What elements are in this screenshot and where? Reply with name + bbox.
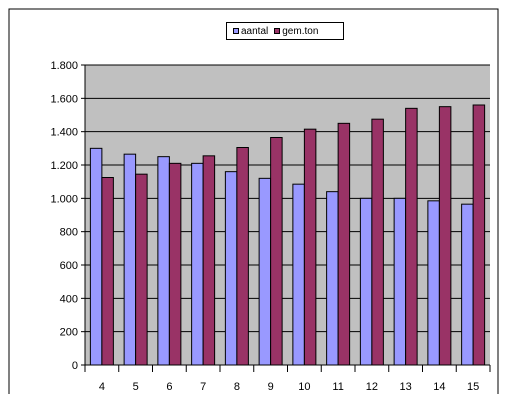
- bar-gem-ton-10: [303, 128, 317, 366]
- bar-gem-ton-7: [202, 155, 216, 366]
- x-tick-label: 15: [467, 381, 479, 393]
- bar-gem-ton-9: [270, 137, 283, 366]
- bar-gem-ton-15: [472, 104, 486, 366]
- legend-swatch-gem-ton: [274, 28, 281, 34]
- legend-swatch-aantal: [233, 28, 239, 34]
- bar-aantal-8: [224, 171, 238, 366]
- y-tick-label: 400: [60, 293, 78, 305]
- x-tick-label: 5: [133, 381, 139, 393]
- x-tick-label: 7: [200, 381, 206, 393]
- bar-aantal-9: [258, 177, 272, 366]
- x-tick-label: 11: [332, 381, 343, 393]
- legend-label-gem-ton: gem.ton: [282, 25, 319, 37]
- legend-item-aantal: aantal: [233, 26, 268, 37]
- bar-aantal-14: [427, 200, 440, 366]
- x-tick-label: 8: [234, 381, 240, 393]
- y-tick-label: 1.400: [50, 127, 78, 139]
- bar-aantal-6: [157, 156, 170, 366]
- y-tick-label: 1.600: [50, 93, 78, 105]
- plot-area: [85, 65, 490, 365]
- legend-item-gem-ton: gem.ton: [274, 26, 318, 37]
- bar-gem-ton-5: [135, 173, 148, 366]
- bar-aantal-15: [461, 203, 474, 366]
- y-tick-label: 1.000: [50, 193, 78, 205]
- x-tick-label: 4: [99, 381, 105, 393]
- bar-gem-ton-14: [438, 106, 452, 366]
- bar-aantal-13: [393, 197, 407, 366]
- x-tick-label: 14: [433, 381, 445, 393]
- bar-aantal-5: [123, 153, 137, 366]
- x-tick-label: 6: [166, 381, 172, 393]
- bar-aantal-7: [191, 162, 204, 366]
- bar-aantal-4: [89, 147, 103, 366]
- y-tick-label: 200: [60, 327, 78, 339]
- bar-gem-ton-12: [371, 118, 384, 366]
- legend-label-aantal: aantal: [241, 25, 269, 37]
- bar-aantal-12: [359, 197, 373, 366]
- x-tick-label: 10: [298, 381, 310, 393]
- y-tick-label: 600: [60, 260, 78, 272]
- bar-aantal-10: [292, 183, 305, 366]
- bar-gem-ton-8: [236, 147, 249, 366]
- legend: aantal gem.ton: [226, 22, 344, 40]
- y-tick-label: 1.200: [50, 160, 78, 172]
- y-tick-label: 0: [72, 360, 78, 372]
- bar-gem-ton-4: [101, 177, 114, 366]
- bar-gem-ton-11: [337, 122, 351, 366]
- x-tick-label: 12: [366, 381, 378, 393]
- bar-gem-ton-6: [168, 162, 182, 366]
- x-tick-label: 13: [400, 381, 412, 393]
- bar-gem-ton-13: [405, 107, 418, 366]
- bar-aantal-11: [326, 191, 339, 366]
- y-tick-label: 800: [60, 227, 78, 239]
- x-tick-label: 9: [268, 381, 274, 393]
- y-tick-label: 1.800: [50, 60, 78, 72]
